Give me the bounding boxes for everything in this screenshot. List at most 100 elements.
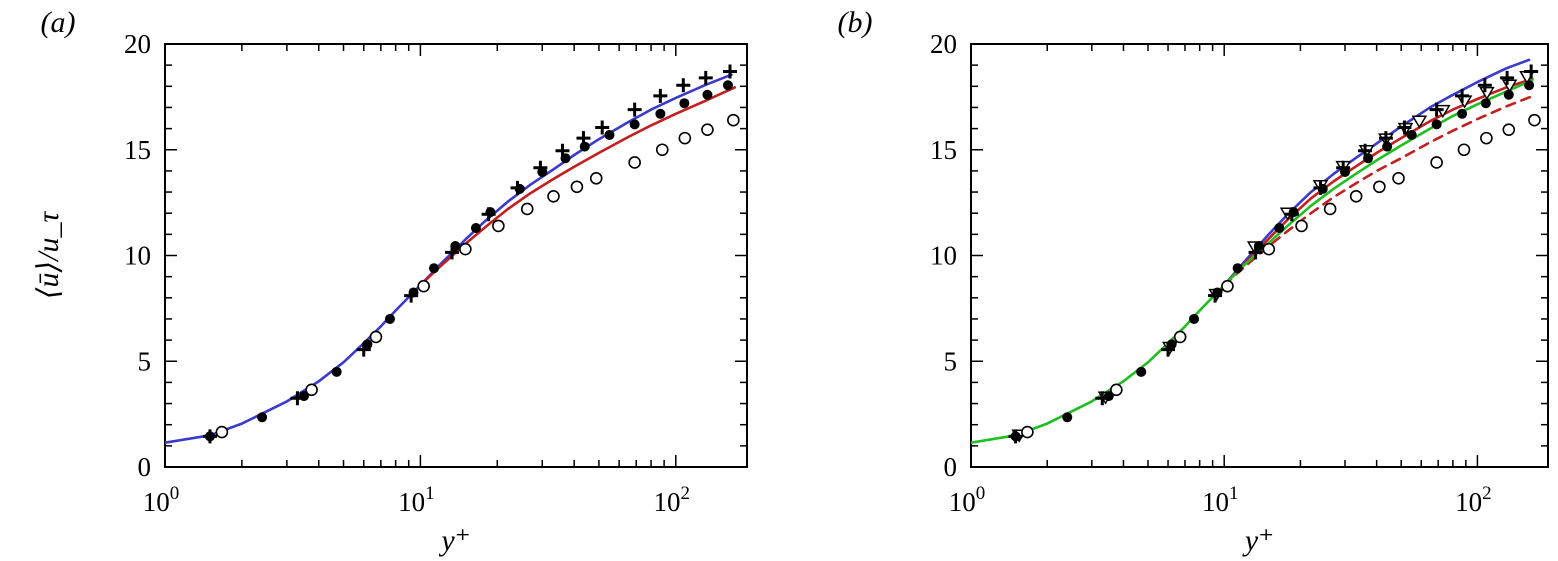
data-point-filled-circle <box>1406 129 1417 140</box>
data-point-open-circle <box>1392 172 1405 185</box>
x-tick-label: 101 <box>398 483 435 517</box>
data-point-filled-circle <box>470 223 481 234</box>
data-point-plus <box>1500 70 1515 85</box>
x-tick-label: 101 <box>1202 483 1239 517</box>
plot-area <box>971 58 1541 445</box>
data-point-filled-circle <box>362 339 373 350</box>
y-tick-label: 5 <box>944 346 958 376</box>
x-tick-label: 100 <box>949 483 986 517</box>
y-tick-label: 20 <box>124 29 151 59</box>
y-axis-label: ⟨ū⟩/u_τ <box>32 210 65 299</box>
data-point-open-circle <box>459 242 472 256</box>
data-point-plus <box>627 102 642 117</box>
y-tick-label: 10 <box>930 241 957 271</box>
x-tick-label: 102 <box>1455 483 1492 517</box>
series-filled-circle <box>1010 80 1535 442</box>
data-point-plus <box>653 88 668 103</box>
series-open-circle <box>1021 113 1541 439</box>
data-point-plus <box>722 64 737 79</box>
data-point-filled-circle <box>1382 141 1393 152</box>
x-tick-label: 102 <box>654 483 691 517</box>
data-point-open-circle <box>589 172 603 185</box>
data-point-open-circle <box>1021 425 1034 439</box>
data-point-filled-circle <box>1136 366 1147 377</box>
data-point-open-circle <box>417 279 430 293</box>
data-point-filled-circle <box>1524 80 1535 91</box>
data-point-filled-circle <box>1189 313 1200 324</box>
data-point-filled-circle <box>450 240 461 251</box>
data-point-filled-circle <box>629 119 640 130</box>
data-point-open-circle <box>369 330 383 344</box>
data-point-filled-circle <box>384 313 395 324</box>
y-tick-label: 0 <box>138 452 152 482</box>
series-line <box>419 86 737 287</box>
y-tick-label: 0 <box>944 452 958 482</box>
data-point-open-circle <box>727 113 740 127</box>
data-point-open-triangle <box>1411 115 1428 129</box>
data-point-open-circle <box>492 219 505 233</box>
data-point-plus <box>595 120 610 135</box>
data-point-plus <box>676 78 691 93</box>
data-point-open-circle <box>1110 383 1123 397</box>
data-point-open-circle <box>1502 123 1516 136</box>
data-point-open-circle <box>1373 180 1386 194</box>
data-point-filled-circle <box>722 80 733 91</box>
data-point-filled-circle <box>428 263 439 274</box>
data-point-open-circle <box>628 156 641 169</box>
data-point-filled-circle <box>1166 339 1177 350</box>
y-tick-label: 20 <box>930 29 957 59</box>
y-tick-label: 15 <box>124 135 151 165</box>
data-point-filled-circle <box>1317 183 1328 194</box>
data-point-filled-circle <box>1103 391 1114 402</box>
y-tick-label: 15 <box>930 135 957 165</box>
x-tick-label: 100 <box>143 483 180 517</box>
data-point-plus <box>698 70 713 85</box>
data-point-open-circle <box>1528 113 1541 127</box>
data-point-plus <box>1477 78 1492 93</box>
chart-panel-a: 100 101 102 0 5 10 15 20 (a) y⁺ ⟨ū⟩/u_τ <box>32 6 748 557</box>
data-point-open-circle <box>1262 242 1276 256</box>
series-line <box>1222 93 1538 287</box>
data-point-open-circle <box>1323 202 1337 216</box>
data-point-filled-circle <box>204 431 215 442</box>
plot-frame <box>970 43 1549 468</box>
series-open-circle <box>215 113 740 439</box>
data-point-open-circle <box>1480 131 1493 145</box>
data-point-filled-circle <box>604 129 615 140</box>
plot-area <box>165 64 740 445</box>
data-point-open-circle <box>701 123 714 136</box>
data-point-filled-circle <box>1503 89 1514 100</box>
series-solid-line <box>419 86 737 287</box>
data-point-open-circle <box>1295 219 1308 233</box>
data-point-open-circle <box>1173 330 1187 344</box>
series-dashed-line <box>1222 93 1538 287</box>
x-axis-label: y⁺ <box>438 524 470 557</box>
data-point-open-circle <box>1221 279 1234 293</box>
data-point-filled-circle <box>1363 153 1374 164</box>
data-point-filled-circle <box>1212 287 1223 298</box>
series-filled-circle <box>204 80 733 442</box>
plot-frame <box>164 43 748 468</box>
series-open-triangle-down <box>1011 71 1535 443</box>
y-tick-label: 10 <box>124 241 151 271</box>
chart-panel-b: 100 101 102 0 5 10 15 20 (b) y⁺ <box>838 6 1549 557</box>
data-point-filled-circle <box>408 287 419 298</box>
data-point-filled-circle <box>331 366 342 377</box>
data-point-filled-circle <box>1274 223 1285 234</box>
data-point-filled-circle <box>1253 240 1264 251</box>
data-point-filled-circle <box>702 89 713 100</box>
y-tick-label: 5 <box>138 346 152 376</box>
data-point-filled-circle <box>1010 431 1021 442</box>
data-point-filled-circle <box>257 412 268 423</box>
data-point-filled-circle <box>298 391 309 402</box>
data-point-filled-circle <box>1062 412 1073 423</box>
data-point-open-circle <box>655 143 669 157</box>
data-point-open-circle <box>678 131 692 145</box>
data-point-open-circle <box>1430 156 1443 169</box>
panel-label: (b) <box>838 6 873 39</box>
data-point-filled-circle <box>485 207 496 218</box>
data-point-open-circle <box>305 383 318 397</box>
data-point-filled-circle <box>1232 263 1243 274</box>
data-point-filled-circle <box>1340 166 1351 177</box>
data-point-plus <box>1429 102 1444 117</box>
